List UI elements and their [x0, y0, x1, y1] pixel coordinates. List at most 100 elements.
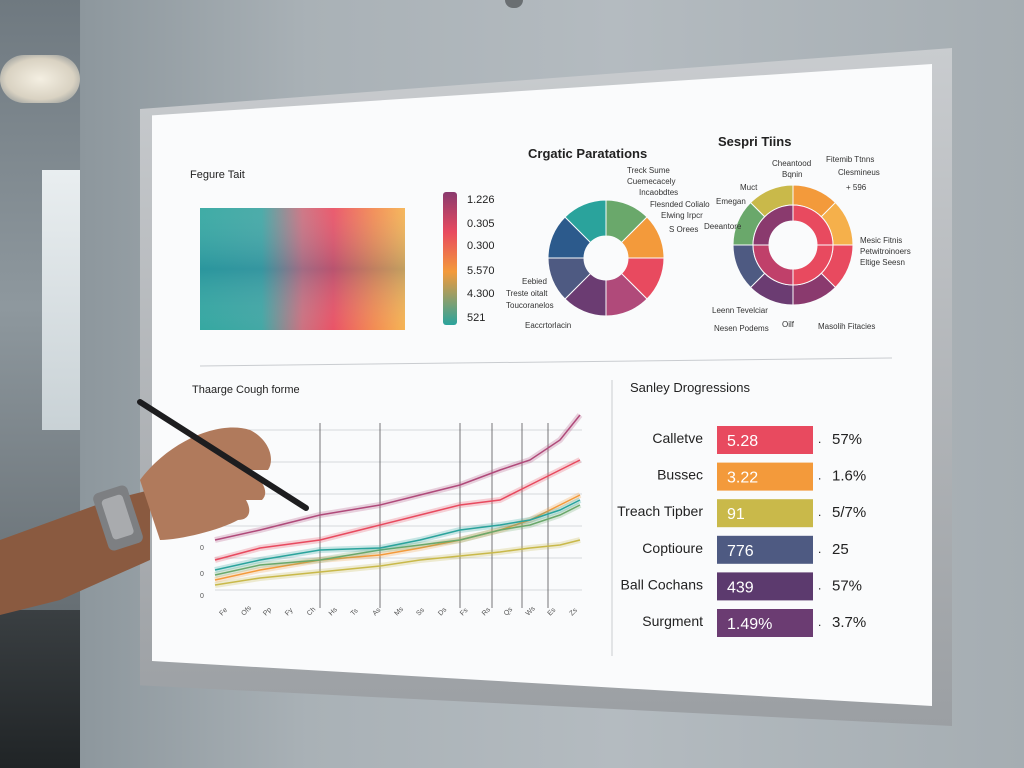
- scale-label: 0.305: [467, 218, 495, 230]
- bar-percent: 3.7%: [832, 614, 866, 631]
- donut1-title: Crgatic Paratations: [528, 146, 647, 161]
- heatmap-title: Fegure Tait: [190, 169, 245, 181]
- bar-label: Coptioure: [642, 540, 703, 556]
- donut2-label: Muct: [740, 183, 758, 192]
- donut2-labels: Cheantood Bqnin Fitemib Ttnns Clesmineus + 5…: [704, 155, 911, 333]
- donut-chart-1: Crgatic Paratations Treck Sume Cuemecacel…: [506, 146, 710, 330]
- y-tick: 0: [200, 571, 204, 578]
- x-tick: Hs: [328, 606, 339, 617]
- background-desk: [0, 610, 80, 768]
- donut2-title: Sespri Tiins: [718, 134, 791, 149]
- bar-label: Treach Tipber: [617, 503, 703, 519]
- ceiling-light: [505, 0, 523, 8]
- bar-value: 1.49%: [727, 616, 772, 633]
- x-tick: Ss: [415, 606, 426, 617]
- series-line: [214, 499, 581, 571]
- donut1-label: Eebied: [522, 277, 547, 286]
- bar-separator: .: [818, 542, 821, 556]
- bar-percent: 1.6%: [832, 468, 866, 485]
- bars-panel: Sanley Drogressions Calletve 5.28. 57% Buss…: [617, 380, 866, 637]
- donut2-label: Leenn Tevelciar: [712, 306, 768, 315]
- bar-separator: .: [818, 615, 821, 629]
- bar-percent: 5/7%: [832, 504, 866, 521]
- x-tick: Ch: [306, 606, 317, 617]
- heatmap-color-scale: [443, 192, 457, 325]
- bar: [717, 535, 813, 564]
- donut1-label: S Orees: [669, 225, 698, 234]
- x-tick: Zs: [568, 607, 579, 618]
- donut1-label: Treste oitalt: [506, 289, 548, 298]
- bar-separator: .: [818, 469, 821, 483]
- background-window: [42, 170, 80, 430]
- line-chart-title: Thaarge Cough forme: [192, 384, 300, 396]
- y-tick: 0: [200, 593, 204, 600]
- bar-percent: 25: [832, 541, 849, 558]
- bar: [717, 572, 813, 601]
- donut-chart-2: Sespri Tiins Cheantood Bqnin Fitemib Ttnns…: [704, 134, 911, 333]
- bar: [717, 426, 813, 454]
- bar: [717, 462, 813, 491]
- bar-value: 5.28: [727, 433, 758, 450]
- donut2-label: Fitemib Ttnns: [826, 155, 874, 164]
- bar-value: 91: [727, 506, 745, 523]
- bars-title: Sanley Drogressions: [630, 380, 750, 395]
- donut1-label: Toucoranelos: [506, 301, 554, 310]
- line-chart-panel: Thaarge Cough forme Fe Ofs Pp Fy Ch Hs Ts As Ms S…: [192, 384, 583, 617]
- x-tick: As: [372, 606, 383, 617]
- bar-label: Surgment: [642, 613, 703, 629]
- scale-label: 521: [467, 312, 485, 324]
- donut1-label: Incaobdtes: [639, 188, 678, 197]
- donut2-label: Bqnin: [782, 170, 802, 179]
- donut2-label: Cheantood: [772, 159, 811, 168]
- panel-divider: [199, 357, 893, 367]
- donut2-label: Clesmineus: [838, 168, 880, 177]
- scale-label: 0.300: [467, 240, 495, 252]
- series-line: [214, 459, 581, 561]
- donut2-hole: [769, 221, 817, 269]
- x-tick: Rs: [481, 606, 492, 617]
- hand: [140, 427, 271, 540]
- x-tick: Ofs: [240, 604, 253, 617]
- series-line: [214, 494, 581, 581]
- line-chart-series: [214, 413, 583, 588]
- donut1-label: Flesnded Colialo: [650, 200, 710, 209]
- donut2-label: Mesic Fitnis: [860, 236, 902, 245]
- bar: [717, 499, 813, 528]
- line-chart-x-ticks: Fe Ofs Pp Fy Ch Hs Ts As Ms Ss Ds Fs Rs Qs Ws Es Zs: [218, 604, 579, 617]
- x-tick: Fe: [218, 607, 229, 618]
- bar-separator: .: [818, 432, 821, 446]
- bar-separator: .: [818, 578, 821, 592]
- bar-value: 439: [727, 579, 754, 596]
- donut2-label: Deeantore: [704, 222, 742, 231]
- scale-label: 1.226: [467, 194, 495, 206]
- line-chart-grid: [215, 423, 582, 608]
- donut1-labels: Treck Sume Cuemecacely Incaobdtes Flesnded …: [506, 166, 710, 330]
- series-line: [214, 504, 581, 576]
- bar-rows: Calletve 5.28. 57% Bussec 3.22. 1.6% Treach Ti…: [617, 426, 866, 637]
- presenter-hand: [0, 399, 309, 615]
- x-tick: Fy: [284, 607, 295, 618]
- bar-label: Bussec: [657, 467, 703, 483]
- series-line: [214, 539, 581, 586]
- heatmap-scale-labels: 1.226 0.305 0.300 5.570 4.300 521: [467, 194, 495, 324]
- x-tick: Ws: [525, 605, 537, 617]
- x-tick: Fs: [459, 607, 470, 618]
- heatmap-panel: Fegure Tait 1.226 0.305 0.300 5.570 4.30…: [190, 169, 495, 330]
- donut2-label: + 596: [846, 183, 867, 192]
- donut1-label: Cuemecacely: [627, 177, 675, 186]
- bar-value: 3.22: [727, 470, 758, 487]
- donut1-hole: [584, 236, 628, 280]
- watch-face: [101, 494, 134, 540]
- donut1-label: Elwing Irpcr: [661, 211, 703, 220]
- scale-label: 4.300: [467, 288, 495, 300]
- donut2-label: Masolih Fitacies: [818, 322, 875, 331]
- series-band: [214, 497, 582, 573]
- bar-percent: 57%: [832, 431, 862, 448]
- donut1-slices: [547, 199, 665, 317]
- bar-label: Ball Cochans: [621, 576, 704, 592]
- donut2-label: Petwitroinoers: [860, 247, 911, 256]
- x-tick: Ds: [437, 606, 448, 617]
- wall-lamp: [0, 55, 80, 103]
- bar: [717, 609, 813, 637]
